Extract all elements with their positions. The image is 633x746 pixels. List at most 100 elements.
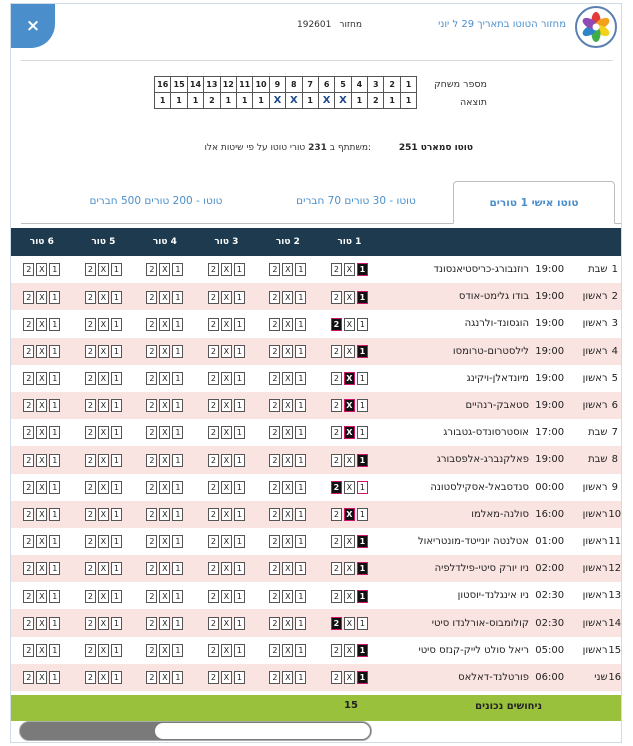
- bet-option-x[interactable]: X: [36, 453, 48, 467]
- bet-option-2[interactable]: 2: [269, 562, 281, 576]
- bet-option-2[interactable]: 2: [146, 508, 158, 522]
- bet-option-1[interactable]: 1: [295, 589, 307, 603]
- bet-option-1[interactable]: 1: [172, 426, 184, 440]
- bet-option-1[interactable]: 1: [49, 426, 61, 440]
- bet-option-1[interactable]: 1: [233, 643, 245, 657]
- bet-option-2[interactable]: 2: [23, 344, 35, 358]
- bet-option-x[interactable]: X: [220, 263, 232, 277]
- bet-option-1[interactable]: 1: [233, 671, 245, 685]
- bet-option-x[interactable]: X: [343, 562, 355, 576]
- bet-option-2[interactable]: 2: [84, 589, 96, 603]
- bet-option-2[interactable]: 2: [146, 426, 158, 440]
- bet-option-1[interactable]: 1: [295, 344, 307, 358]
- bet-option-x[interactable]: X: [97, 616, 109, 630]
- bet-option-1[interactable]: 1: [233, 562, 245, 576]
- bet-option-2[interactable]: 2: [330, 290, 342, 304]
- bet-option-x[interactable]: X: [282, 616, 294, 630]
- bet-option-x[interactable]: X: [282, 480, 294, 494]
- bet-option-1[interactable]: 1: [110, 508, 122, 522]
- bet-option-x[interactable]: X: [36, 426, 48, 440]
- bet-option-x[interactable]: X: [343, 263, 355, 277]
- bet-option-2[interactable]: 2: [269, 344, 281, 358]
- bet-option-1[interactable]: 1: [295, 480, 307, 494]
- bet-option-1[interactable]: 1: [172, 344, 184, 358]
- bet-option-1[interactable]: 1: [356, 453, 368, 467]
- bet-option-x[interactable]: X: [282, 344, 294, 358]
- bet-option-1[interactable]: 1: [110, 671, 122, 685]
- bet-option-x[interactable]: X: [159, 480, 171, 494]
- bet-option-2[interactable]: 2: [23, 372, 35, 386]
- bet-option-x[interactable]: X: [159, 643, 171, 657]
- bet-option-x[interactable]: X: [220, 453, 232, 467]
- bet-option-1[interactable]: 1: [49, 643, 61, 657]
- bet-option-x[interactable]: X: [159, 263, 171, 277]
- bet-option-x[interactable]: X: [159, 453, 171, 467]
- bet-option-x[interactable]: X: [97, 643, 109, 657]
- bet-option-x[interactable]: X: [159, 426, 171, 440]
- bet-option-x[interactable]: X: [36, 372, 48, 386]
- bet-option-1[interactable]: 1: [110, 562, 122, 576]
- bet-option-2[interactable]: 2: [330, 263, 342, 277]
- bet-option-2[interactable]: 2: [207, 426, 219, 440]
- bet-option-1[interactable]: 1: [295, 562, 307, 576]
- bet-option-2[interactable]: 2: [146, 344, 158, 358]
- bet-option-1[interactable]: 1: [233, 480, 245, 494]
- bet-option-1[interactable]: 1: [295, 290, 307, 304]
- bet-option-x[interactable]: X: [282, 372, 294, 386]
- bet-option-2[interactable]: 2: [330, 453, 342, 467]
- bet-option-2[interactable]: 2: [84, 426, 96, 440]
- bet-option-1[interactable]: 1: [49, 616, 61, 630]
- bet-option-1[interactable]: 1: [110, 372, 122, 386]
- bet-option-1[interactable]: 1: [110, 426, 122, 440]
- bet-option-1[interactable]: 1: [233, 344, 245, 358]
- bet-option-x[interactable]: X: [220, 671, 232, 685]
- bet-option-2[interactable]: 2: [269, 480, 281, 494]
- bet-option-x[interactable]: X: [220, 399, 232, 413]
- bet-option-1[interactable]: 1: [356, 317, 368, 331]
- bet-option-2[interactable]: 2: [146, 263, 158, 277]
- bet-option-1[interactable]: 1: [110, 263, 122, 277]
- scrollbar-thumb[interactable]: [155, 723, 370, 739]
- bet-option-2[interactable]: 2: [330, 616, 342, 630]
- bet-option-2[interactable]: 2: [23, 508, 35, 522]
- bet-option-1[interactable]: 1: [110, 317, 122, 331]
- bet-option-1[interactable]: 1: [356, 671, 368, 685]
- bet-option-1[interactable]: 1: [172, 399, 184, 413]
- bet-option-x[interactable]: X: [97, 344, 109, 358]
- bet-option-1[interactable]: 1: [233, 263, 245, 277]
- bet-option-x[interactable]: X: [97, 399, 109, 413]
- bet-option-1[interactable]: 1: [172, 480, 184, 494]
- bet-option-x[interactable]: X: [159, 372, 171, 386]
- bet-option-1[interactable]: 1: [110, 643, 122, 657]
- bet-option-x[interactable]: X: [220, 290, 232, 304]
- bet-option-x[interactable]: X: [97, 671, 109, 685]
- bet-option-1[interactable]: 1: [295, 263, 307, 277]
- tab-personal[interactable]: טוטו אישי 1 טורים: [453, 181, 615, 224]
- bet-option-x[interactable]: X: [159, 562, 171, 576]
- bet-option-x[interactable]: X: [220, 344, 232, 358]
- bet-option-2[interactable]: 2: [207, 317, 219, 331]
- bet-option-1[interactable]: 1: [49, 589, 61, 603]
- bet-option-1[interactable]: 1: [233, 399, 245, 413]
- bet-option-2[interactable]: 2: [84, 480, 96, 494]
- bet-option-1[interactable]: 1: [172, 616, 184, 630]
- bet-option-2[interactable]: 2: [330, 589, 342, 603]
- bet-option-2[interactable]: 2: [23, 426, 35, 440]
- bet-option-x[interactable]: X: [36, 508, 48, 522]
- bet-option-1[interactable]: 1: [295, 317, 307, 331]
- bet-option-2[interactable]: 2: [23, 263, 35, 277]
- bet-option-2[interactable]: 2: [330, 344, 342, 358]
- bet-option-x[interactable]: X: [36, 616, 48, 630]
- bet-option-x[interactable]: X: [97, 317, 109, 331]
- bet-option-2[interactable]: 2: [207, 535, 219, 549]
- bet-option-x[interactable]: X: [343, 616, 355, 630]
- bet-option-1[interactable]: 1: [49, 562, 61, 576]
- bet-option-2[interactable]: 2: [84, 263, 96, 277]
- bet-option-2[interactable]: 2: [23, 290, 35, 304]
- bet-option-1[interactable]: 1: [295, 399, 307, 413]
- bet-option-1[interactable]: 1: [172, 562, 184, 576]
- bet-option-x[interactable]: X: [159, 317, 171, 331]
- bet-option-1[interactable]: 1: [172, 453, 184, 467]
- bet-option-1[interactable]: 1: [356, 426, 368, 440]
- bet-option-1[interactable]: 1: [233, 616, 245, 630]
